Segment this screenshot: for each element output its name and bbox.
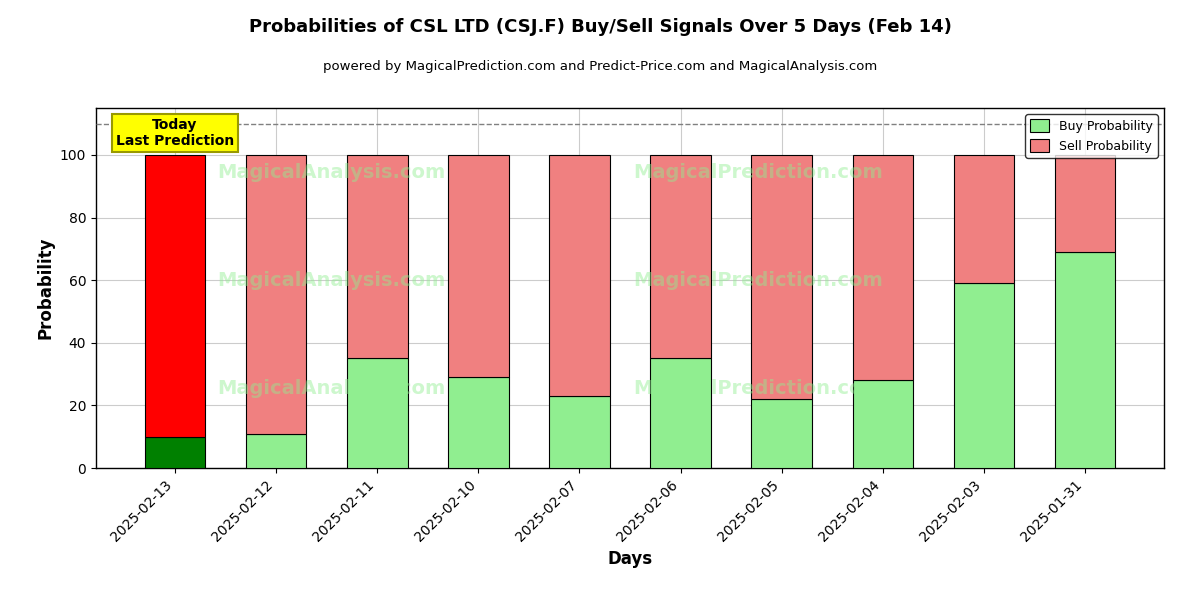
X-axis label: Days: Days <box>607 550 653 568</box>
Bar <box>751 155 812 399</box>
Bar <box>852 155 913 380</box>
Bar <box>246 155 306 434</box>
Text: MagicalPrediction.com: MagicalPrediction.com <box>634 271 883 290</box>
Text: MagicalAnalysis.com: MagicalAnalysis.com <box>217 379 445 398</box>
Bar <box>650 358 710 468</box>
Text: powered by MagicalPrediction.com and Predict-Price.com and MagicalAnalysis.com: powered by MagicalPrediction.com and Pre… <box>323 60 877 73</box>
Bar <box>1055 155 1116 252</box>
Bar <box>448 377 509 468</box>
Text: Today
Last Prediction: Today Last Prediction <box>115 118 234 148</box>
Bar <box>246 434 306 468</box>
Bar <box>448 155 509 377</box>
Bar <box>550 396 610 468</box>
Y-axis label: Probability: Probability <box>36 237 54 339</box>
Text: MagicalAnalysis.com: MagicalAnalysis.com <box>217 271 445 290</box>
Bar <box>347 155 408 358</box>
Text: MagicalAnalysis.com: MagicalAnalysis.com <box>217 163 445 182</box>
Bar <box>144 437 205 468</box>
Bar <box>954 155 1014 283</box>
Bar <box>347 358 408 468</box>
Text: MagicalPrediction.com: MagicalPrediction.com <box>634 379 883 398</box>
Bar <box>550 155 610 396</box>
Text: Probabilities of CSL LTD (CSJ.F) Buy/Sell Signals Over 5 Days (Feb 14): Probabilities of CSL LTD (CSJ.F) Buy/Sel… <box>248 18 952 36</box>
Bar <box>144 155 205 437</box>
Bar <box>650 155 710 358</box>
Bar <box>751 399 812 468</box>
Text: MagicalPrediction.com: MagicalPrediction.com <box>634 163 883 182</box>
Legend: Buy Probability, Sell Probability: Buy Probability, Sell Probability <box>1025 114 1158 158</box>
Bar <box>954 283 1014 468</box>
Bar <box>852 380 913 468</box>
Bar <box>1055 252 1116 468</box>
